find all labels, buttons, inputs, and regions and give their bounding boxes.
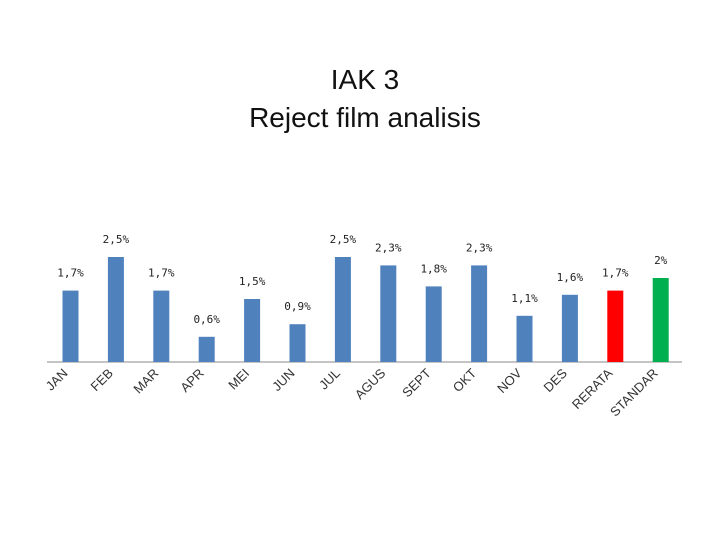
data-label-okt: 2,3% (466, 241, 493, 254)
category-label-jun: JUN (269, 366, 297, 394)
category-label-okt: OKT (450, 365, 480, 395)
bar-okt (471, 265, 488, 362)
bar-des (561, 294, 578, 362)
bar-standar (652, 278, 669, 362)
bar-jun (289, 324, 306, 362)
category-label-jul: JUL (316, 366, 343, 393)
category-label-standar: STANDAR (607, 366, 661, 420)
category-label-agus: AGUS (352, 365, 389, 402)
category-label-sept: SEPT (399, 365, 434, 400)
data-label-standar: 2% (654, 254, 668, 267)
data-label-nov: 1,1% (511, 292, 538, 305)
data-label-agus: 2,3% (375, 241, 402, 254)
category-label-rerata: RERATA (569, 365, 616, 412)
data-label-feb: 2,5% (103, 233, 130, 246)
data-label-sept: 1,8% (420, 262, 447, 275)
chart-title-line-2: Reject film analisis (249, 102, 481, 133)
data-label-apr: 0,6% (193, 313, 220, 326)
data-label-jul: 2,5% (330, 233, 357, 246)
bar-agus (380, 265, 397, 362)
chart-title-line-1: IAK 3 (330, 64, 400, 95)
category-label-mei: MEI (225, 366, 252, 393)
data-label-jun: 0,9% (284, 300, 311, 313)
category-label-nov: NOV (494, 365, 525, 396)
category-label-des: DES (541, 365, 571, 395)
category-label-jan: JAN (43, 366, 71, 394)
bar-jul (334, 257, 351, 362)
data-label-mar: 1,7% (148, 267, 175, 280)
data-label-jan: 1,7% (57, 267, 84, 280)
category-label-mar: MAR (130, 366, 161, 397)
bar-mei (244, 299, 261, 362)
data-label-mei: 1,5% (239, 275, 266, 288)
bar-nov (516, 315, 533, 362)
data-label-des: 1,6% (557, 271, 584, 284)
bar-rerata (607, 290, 624, 362)
bar-apr (198, 336, 215, 362)
category-label-apr: APR (177, 366, 207, 396)
bar-mar (153, 290, 170, 362)
bar-sept (425, 286, 442, 362)
category-label-feb: FEB (88, 366, 116, 394)
data-label-rerata: 1,7% (602, 267, 629, 280)
bar-feb (107, 257, 124, 362)
bar-jan (62, 290, 79, 362)
